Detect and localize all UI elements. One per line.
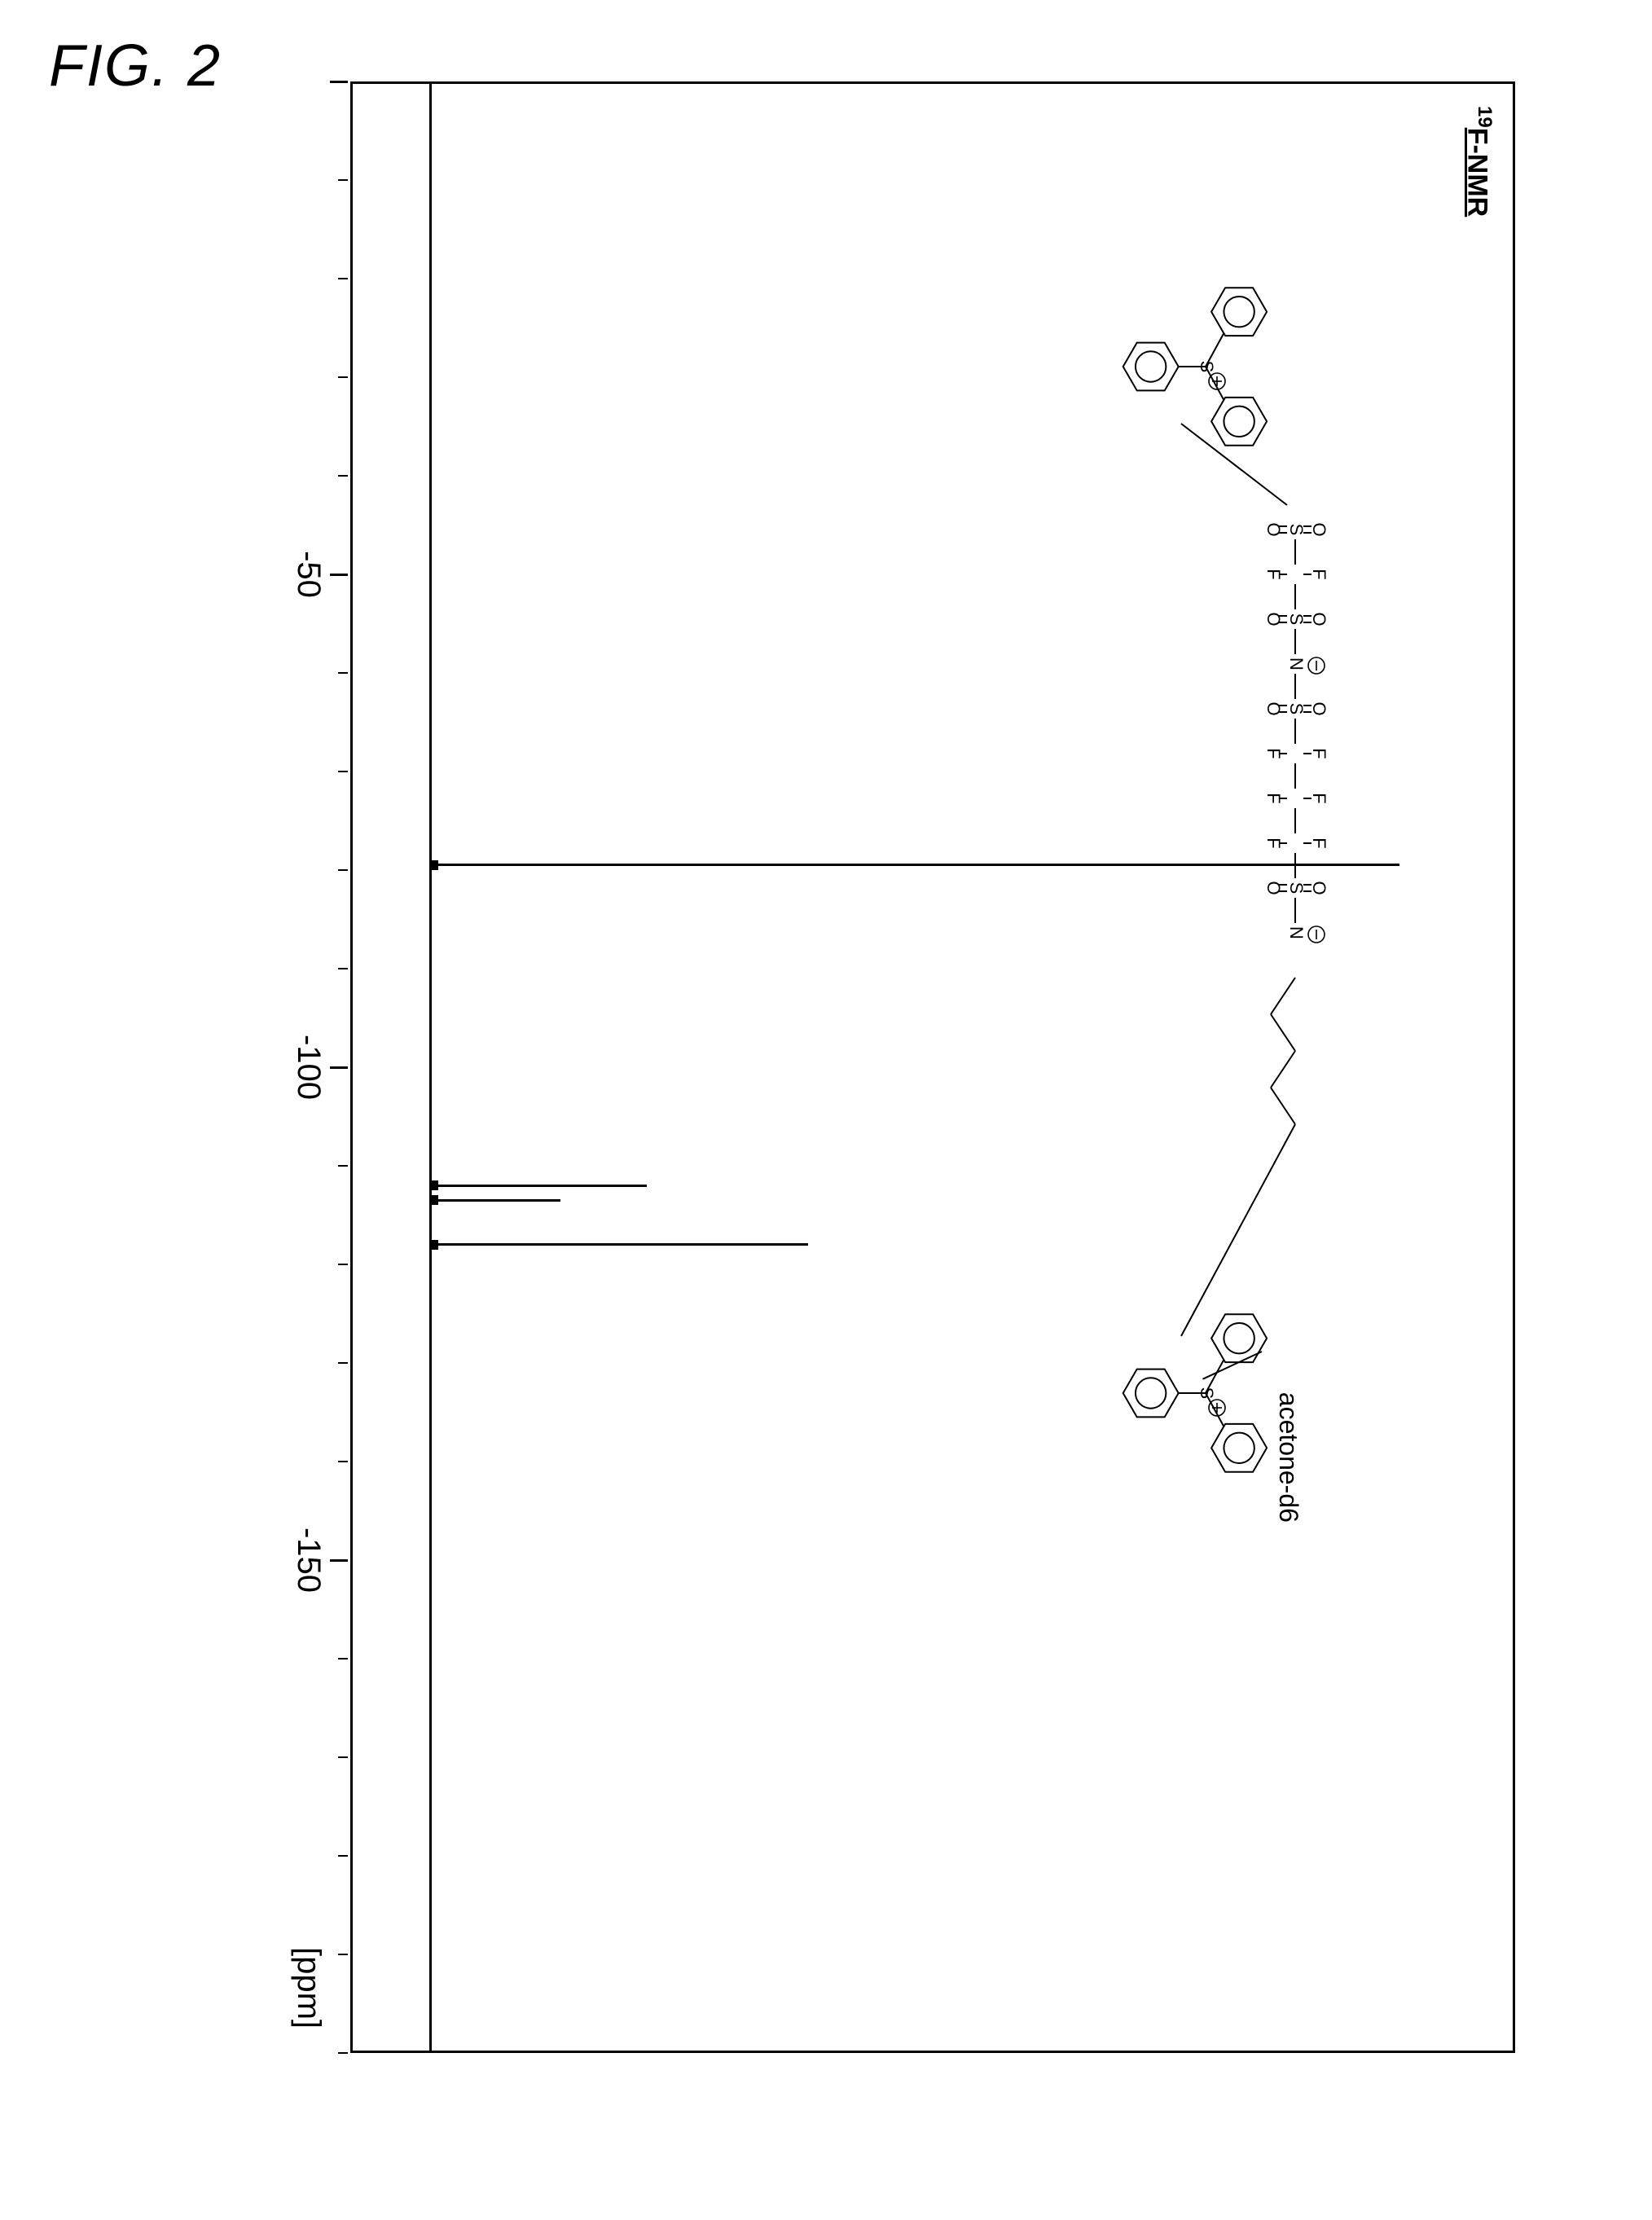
tick-major xyxy=(330,1066,348,1069)
baseline xyxy=(429,81,432,2053)
tick-label: -150 xyxy=(290,1528,327,1593)
tick-minor xyxy=(338,1461,348,1462)
svg-text:O: O xyxy=(1309,701,1329,715)
tick-minor xyxy=(338,672,348,674)
svg-text:S: S xyxy=(1286,524,1307,536)
svg-text:O: O xyxy=(1309,881,1329,895)
peak-base xyxy=(432,1240,438,1250)
tick-minor xyxy=(338,376,348,378)
tick-minor xyxy=(338,968,348,969)
svg-text:S: S xyxy=(1286,613,1307,626)
peak-base xyxy=(432,1180,438,1190)
svg-text:O: O xyxy=(1263,522,1284,536)
tick-minor xyxy=(338,475,348,477)
svg-text:N: N xyxy=(1286,926,1307,939)
peak-base xyxy=(432,1195,438,1205)
svg-text:O: O xyxy=(1309,612,1329,626)
svg-text:S: S xyxy=(1197,361,1217,373)
tick-major xyxy=(330,81,348,83)
nmr-spectrum: 19F-NMR acetone-d6 S S SOOFFSOON SOOFFFF xyxy=(228,33,1564,2183)
tick-minor xyxy=(338,869,348,871)
peak xyxy=(432,1243,808,1246)
svg-text:S: S xyxy=(1286,882,1307,895)
svg-text:F: F xyxy=(1309,748,1329,758)
tick-minor xyxy=(338,1264,348,1265)
svg-text:F: F xyxy=(1309,793,1329,803)
svg-text:O: O xyxy=(1263,612,1284,626)
peak xyxy=(432,1199,560,1202)
svg-text:S: S xyxy=(1197,1387,1217,1400)
molecule-structure: S S SOOFFSOON SOOFFFFFFSOON xyxy=(994,228,1417,1532)
tick-minor xyxy=(338,1658,348,1660)
figure-label: FIG. 2 xyxy=(49,33,222,99)
svg-text:O: O xyxy=(1263,881,1284,895)
peak xyxy=(432,864,1399,866)
tick-label: -100 xyxy=(290,1035,327,1100)
plot-container: 19F-NMR acetone-d6 S S SOOFFSOON SOOFFFF xyxy=(228,33,1564,2183)
tick-minor xyxy=(338,278,348,279)
axis-unit-label: [ppm] xyxy=(290,1947,327,2029)
tick-minor xyxy=(338,2052,348,2054)
tick-minor xyxy=(338,1756,348,1758)
tick-minor xyxy=(338,1954,348,1955)
peak-base xyxy=(432,860,438,870)
tick-label: -50 xyxy=(290,551,327,598)
nmr-isotope: 19 xyxy=(1474,106,1496,128)
svg-text:S: S xyxy=(1286,703,1307,715)
nmr-nucleus: F-NMR xyxy=(1462,128,1493,218)
tick-minor xyxy=(338,1855,348,1857)
nmr-title: 19F-NMR xyxy=(1461,106,1496,217)
tick-minor xyxy=(338,1165,348,1167)
tick-minor xyxy=(338,179,348,181)
tick-minor xyxy=(338,1362,348,1364)
svg-text:N: N xyxy=(1286,657,1307,670)
svg-text:O: O xyxy=(1263,701,1284,715)
tick-minor xyxy=(338,771,348,772)
tick-major xyxy=(330,1559,348,1562)
svg-text:F: F xyxy=(1309,569,1329,579)
svg-text:O: O xyxy=(1309,522,1329,536)
peak xyxy=(432,1185,647,1187)
tick-major xyxy=(330,574,348,576)
svg-text:F: F xyxy=(1309,837,1329,848)
page: FIG. 2 19F-NMR acetone-d6 S xyxy=(0,0,1652,2220)
